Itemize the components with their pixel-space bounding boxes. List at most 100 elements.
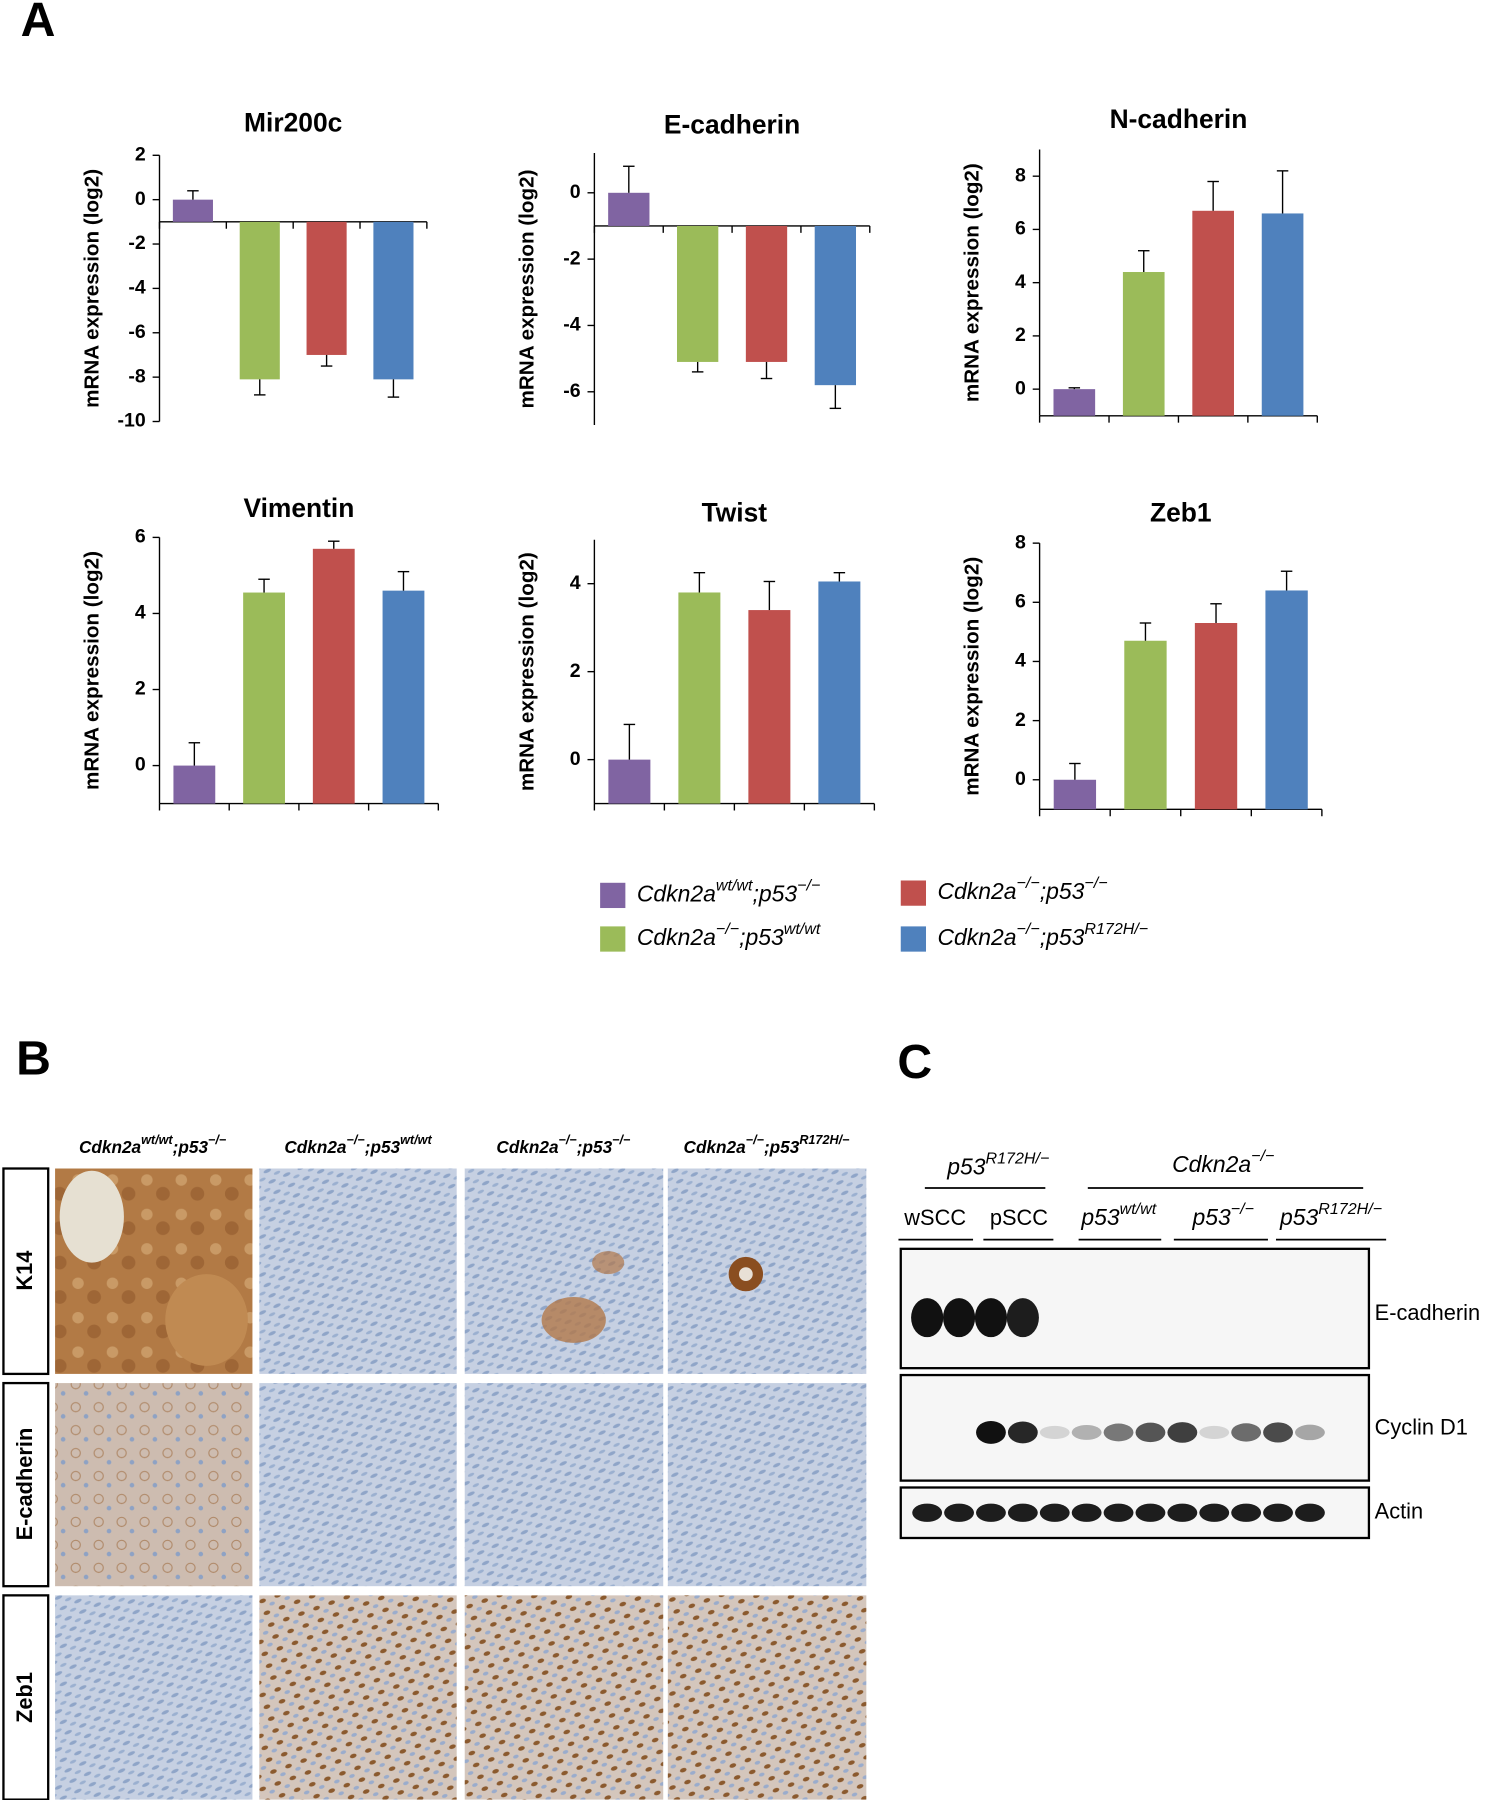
ihc-column-label: Cdkn2awt/wt;p53−/− bbox=[79, 1133, 227, 1156]
ihc-image bbox=[59, 1170, 124, 1263]
ihc-image bbox=[55, 1595, 253, 1800]
ihc-row-label: Zeb1 bbox=[12, 1672, 37, 1723]
legend-swatch bbox=[900, 880, 927, 906]
row-label-box bbox=[2, 1381, 50, 1588]
band bbox=[1263, 1422, 1293, 1443]
legend-label-part: ;p53 bbox=[739, 924, 784, 950]
ihc-column-label-part: −/− bbox=[208, 1133, 227, 1147]
bar bbox=[1053, 779, 1097, 810]
ihc-column-label-part: −/− bbox=[746, 1133, 765, 1147]
legend-label-part: R172H/− bbox=[1084, 920, 1148, 938]
ihc-column-label: Cdkn2a−/−;p53R172H/− bbox=[684, 1133, 851, 1156]
chart-title: E-cadherin bbox=[664, 110, 800, 140]
bar bbox=[312, 548, 355, 804]
legend-label-part: ;p53 bbox=[1040, 878, 1085, 904]
ihc-column-label-part: Cdkn2a bbox=[79, 1136, 142, 1156]
y-tick-label: 0 bbox=[570, 748, 581, 770]
lane-label: p53R172H/− bbox=[1279, 1200, 1382, 1230]
bar bbox=[382, 590, 425, 804]
band bbox=[944, 1503, 974, 1522]
band bbox=[1135, 1422, 1166, 1443]
band bbox=[1103, 1423, 1134, 1442]
legend-label-part: −/− bbox=[1017, 920, 1040, 938]
band bbox=[1039, 1503, 1070, 1522]
lane-label: p53wt/wt bbox=[1080, 1200, 1157, 1230]
lane-label-part: pSCC bbox=[990, 1205, 1048, 1230]
error-bar bbox=[188, 742, 201, 766]
band bbox=[976, 1420, 1006, 1444]
bar bbox=[1194, 623, 1238, 810]
y-tick-label: 8 bbox=[1015, 531, 1026, 553]
y-tick-label: 8 bbox=[1015, 164, 1026, 186]
ihc-image bbox=[259, 1168, 457, 1374]
legend-label-part: Cdkn2a bbox=[937, 878, 1016, 904]
legend-label: Cdkn2a−/−;p53R172H/− bbox=[937, 920, 1148, 950]
chart-title: N-cadherin bbox=[1110, 104, 1248, 134]
ihc-column-label-part: Cdkn2a bbox=[496, 1136, 559, 1156]
y-tick-label: 6 bbox=[1015, 218, 1026, 240]
bar bbox=[745, 225, 788, 362]
y-axis-label: mRNA expression (log2) bbox=[961, 557, 984, 796]
error-bar bbox=[623, 165, 635, 193]
ihc-column-label: Cdkn2a−/−;p53−/− bbox=[496, 1133, 631, 1156]
error-bar bbox=[1068, 387, 1081, 390]
error-bar bbox=[1210, 603, 1222, 624]
ihc-images bbox=[2, 1167, 867, 1801]
lane-label-part: wt/wt bbox=[1120, 1200, 1158, 1218]
bar bbox=[173, 765, 216, 804]
blot-label: E-cadherin bbox=[1375, 1300, 1480, 1325]
ihc-column-label-part: −/− bbox=[612, 1133, 631, 1147]
ihc-column-label-part: R172H/− bbox=[799, 1133, 850, 1147]
y-axis-label: mRNA expression (log2) bbox=[515, 169, 538, 408]
y-axis-label: mRNA expression (log2) bbox=[961, 163, 984, 402]
western-blot bbox=[898, 1187, 1387, 1540]
error-bar bbox=[693, 571, 706, 593]
bar bbox=[608, 192, 650, 226]
lane-label-part: R172H/− bbox=[1318, 1200, 1382, 1218]
y-tick-label: 4 bbox=[135, 602, 146, 624]
legend-swatch bbox=[600, 882, 626, 909]
band bbox=[1231, 1423, 1262, 1442]
ihc-image bbox=[667, 1595, 867, 1800]
band bbox=[911, 1298, 944, 1338]
band bbox=[1103, 1503, 1134, 1522]
ihc-column-label-part: Cdkn2a bbox=[284, 1136, 347, 1156]
band bbox=[1167, 1503, 1198, 1522]
error-bar bbox=[760, 361, 773, 380]
bar bbox=[1261, 213, 1304, 416]
error-bar bbox=[258, 578, 270, 593]
legend-label: Cdkn2a−/−;p53wt/wt bbox=[637, 920, 822, 950]
error-bar bbox=[623, 723, 636, 760]
bar bbox=[1124, 640, 1167, 810]
y-tick-label: 0 bbox=[570, 181, 581, 203]
y-tick-label: -2 bbox=[128, 232, 145, 254]
bar bbox=[814, 225, 857, 386]
ihc-column-label-part: wt/wt bbox=[400, 1133, 432, 1147]
bar bbox=[818, 581, 861, 804]
y-tick-label: 0 bbox=[1015, 377, 1026, 399]
panel-label: B bbox=[16, 1032, 51, 1086]
bar bbox=[1122, 272, 1165, 416]
error-bar bbox=[328, 540, 340, 549]
ihc-image bbox=[464, 1168, 664, 1374]
legend-label: Cdkn2a−/−;p53−/− bbox=[937, 874, 1107, 904]
error-bar bbox=[320, 354, 333, 367]
y-tick-label: 4 bbox=[1015, 271, 1026, 293]
bar bbox=[608, 759, 651, 804]
bar bbox=[677, 225, 719, 362]
y-tick-label: -6 bbox=[128, 321, 145, 343]
ihc-column-label-part: ;p53 bbox=[173, 1136, 209, 1156]
error-bar bbox=[833, 571, 846, 582]
band bbox=[1039, 1425, 1070, 1440]
error-bar bbox=[1276, 170, 1289, 214]
band bbox=[942, 1298, 976, 1338]
group-label-part: Cdkn2a bbox=[1172, 1151, 1251, 1177]
error-bar bbox=[1280, 570, 1293, 591]
bar bbox=[243, 592, 285, 804]
chart-title: Mir200c bbox=[244, 107, 342, 137]
ihc-column-label-part: Cdkn2a bbox=[684, 1136, 747, 1156]
group-label: p53R172H/− bbox=[946, 1150, 1049, 1180]
lane-label-part: p53 bbox=[1191, 1204, 1231, 1230]
band bbox=[974, 1298, 1008, 1338]
